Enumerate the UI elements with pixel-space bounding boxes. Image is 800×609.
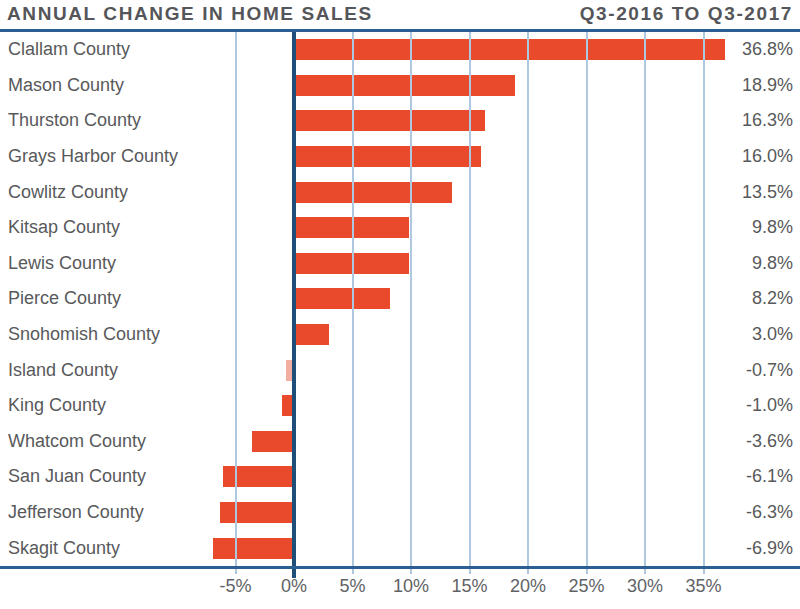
value-bar xyxy=(220,502,294,523)
chart-row: Thurston County 16.3% xyxy=(0,103,800,139)
x-axis-line xyxy=(0,566,800,569)
value-bar xyxy=(294,75,515,96)
value-label: -3.6% xyxy=(746,424,793,460)
gridline xyxy=(410,32,412,574)
county-label: Mason County xyxy=(8,68,124,104)
chart-row: Pierce County 8.2% xyxy=(0,281,800,317)
county-label: King County xyxy=(8,388,106,424)
chart-row: Mason County 18.9% xyxy=(0,68,800,104)
chart-row: Grays Harbor County 16.0% xyxy=(0,139,800,175)
county-label: Skagit County xyxy=(8,530,120,566)
chart-row: Cowlitz County 13.5% xyxy=(0,174,800,210)
value-label: -1.0% xyxy=(746,388,793,424)
top-rule xyxy=(0,29,800,32)
chart-row: Snohomish County 3.0% xyxy=(0,317,800,353)
chart-row: Jefferson County -6.3% xyxy=(0,495,800,531)
value-label: 13.5% xyxy=(742,174,793,210)
value-label: 8.2% xyxy=(752,281,793,317)
gridline xyxy=(644,32,646,574)
chart-subtitle: Q3-2016 TO Q3-2017 xyxy=(580,3,793,25)
county-label: Jefferson County xyxy=(8,495,144,531)
county-label: Pierce County xyxy=(8,281,121,317)
value-label: 16.0% xyxy=(742,139,793,175)
value-label: 3.0% xyxy=(752,317,793,353)
county-label: Lewis County xyxy=(8,246,116,282)
zero-axis-line xyxy=(292,32,296,578)
chart-row: Whatcom County -3.6% xyxy=(0,424,800,460)
county-label: Clallam County xyxy=(8,32,130,68)
plot-area: Clallam County 36.8% Mason County 18.9% … xyxy=(0,32,800,575)
x-tick-label: 35% xyxy=(664,576,744,597)
gridline xyxy=(703,32,705,574)
value-label: 18.9% xyxy=(742,68,793,104)
value-bar xyxy=(294,39,725,60)
gridline xyxy=(352,32,354,574)
gridline xyxy=(469,32,471,574)
value-bar xyxy=(294,146,481,167)
county-label: Kitsap County xyxy=(8,210,120,246)
chart-row: Island County -0.7% xyxy=(0,352,800,388)
county-label: Thurston County xyxy=(8,103,141,139)
value-label: -6.9% xyxy=(746,530,793,566)
county-label: Snohomish County xyxy=(8,317,160,353)
value-bar xyxy=(294,288,390,309)
x-axis: -5%0%5%10%15%20%25%30%35% xyxy=(0,574,800,604)
value-bar xyxy=(213,538,294,559)
value-bar xyxy=(223,466,294,487)
value-bar xyxy=(294,182,452,203)
chart-row: Kitsap County 9.8% xyxy=(0,210,800,246)
value-label: 9.8% xyxy=(752,210,793,246)
chart-row: San Juan County -6.1% xyxy=(0,459,800,495)
value-bar xyxy=(294,110,485,131)
value-bar xyxy=(252,431,294,452)
county-label: Grays Harbor County xyxy=(8,139,178,175)
value-label: -6.1% xyxy=(746,459,793,495)
chart-row: Lewis County 9.8% xyxy=(0,246,800,282)
county-label: San Juan County xyxy=(8,459,146,495)
county-label: Cowlitz County xyxy=(8,174,128,210)
chart-row: Skagit County -6.9% xyxy=(0,530,800,566)
gridline xyxy=(235,32,237,574)
chart-row: King County -1.0% xyxy=(0,388,800,424)
value-bar xyxy=(294,324,329,345)
value-label: 16.3% xyxy=(742,103,793,139)
chart-page: ANNUAL CHANGE IN HOME SALES Q3-2016 TO Q… xyxy=(0,0,800,609)
gridline xyxy=(527,32,529,574)
chart-row: Clallam County 36.8% xyxy=(0,32,800,68)
gridline xyxy=(586,32,588,574)
county-label: Island County xyxy=(8,352,118,388)
chart-title: ANNUAL CHANGE IN HOME SALES xyxy=(7,3,373,25)
value-label: -0.7% xyxy=(746,352,793,388)
value-label: 9.8% xyxy=(752,246,793,282)
value-label: 36.8% xyxy=(742,32,793,68)
value-label: -6.3% xyxy=(746,495,793,531)
county-label: Whatcom County xyxy=(8,424,146,460)
